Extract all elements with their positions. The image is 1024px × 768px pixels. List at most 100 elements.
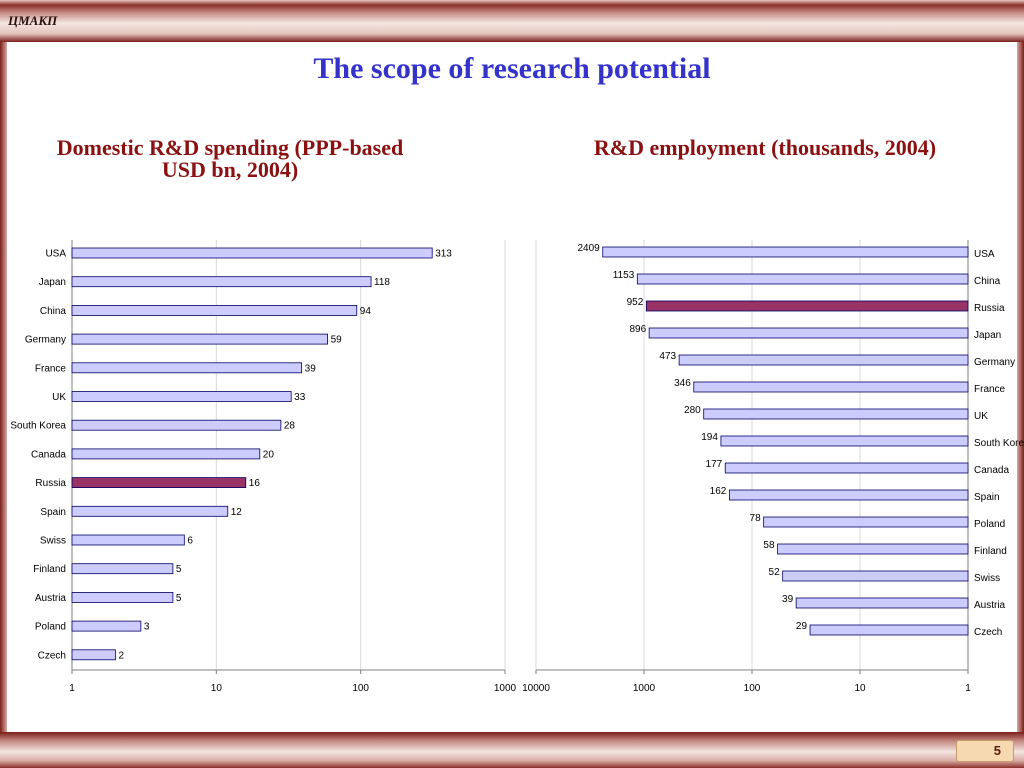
chart1-x-tick-label: 100 xyxy=(352,683,369,694)
chart2-value-label: 177 xyxy=(706,459,723,470)
chart1-value-label: 3 xyxy=(144,622,150,633)
chart1-bar-swiss xyxy=(71,534,185,546)
chart2-category-label: Canada xyxy=(974,465,1009,476)
chart2-category-label: Spain xyxy=(974,492,1000,503)
chart2-x-tick-label: 10000 xyxy=(522,683,550,694)
left-chart-title: Domestic R&D spending (PPP-based USD bn,… xyxy=(56,135,404,182)
chart1-value-label: 5 xyxy=(176,593,182,604)
chart1-x-tick-label: 1 xyxy=(69,683,75,694)
chart1-category-label: USA xyxy=(45,249,66,260)
chart2-category-label: South Korea xyxy=(974,438,1024,449)
chart2-category-label: China xyxy=(974,276,1001,287)
brand-logo-text: ЦМАКП xyxy=(8,13,58,28)
chart1-x-tick-label: 10 xyxy=(211,683,223,694)
footer-bar xyxy=(0,732,1024,768)
chart1-category-label: Swiss xyxy=(40,536,66,547)
chart1-category-label: Austria xyxy=(35,593,67,604)
chart2-bar-germany xyxy=(678,354,969,366)
chart1-category-label: Russia xyxy=(35,478,66,489)
chart1-bar-finland xyxy=(71,563,174,575)
chart2-bar-japan xyxy=(648,327,969,339)
chart1-category-label: Germany xyxy=(25,335,66,346)
chart2-value-label: 280 xyxy=(684,405,701,416)
chart2-value-label: 1153 xyxy=(613,270,635,281)
chart1-x-tick-label: 1000 xyxy=(494,683,517,694)
chart1-bar-france xyxy=(71,362,303,374)
chart2-bar-south-korea xyxy=(720,435,969,447)
chart2-x-tick-label: 100 xyxy=(744,683,761,694)
chart2-value-label: 896 xyxy=(629,324,646,335)
chart2-bar-spain xyxy=(728,489,969,501)
chart1-category-label: Spain xyxy=(40,507,66,518)
chart1-value-label: 39 xyxy=(305,363,317,374)
chart1-category-label: Canada xyxy=(31,449,66,460)
chart1-category-label: France xyxy=(35,363,67,374)
chart2-value-label: 29 xyxy=(796,621,808,632)
chart1-value-label: 33 xyxy=(294,392,306,403)
chart1-value-label: 94 xyxy=(360,306,372,317)
chart2-category-label: USA xyxy=(974,249,995,260)
header-bar: ЦМАКП xyxy=(0,0,1024,42)
chart2-category-label: Austria xyxy=(974,600,1006,611)
chart1-value-label: 6 xyxy=(187,536,193,547)
chart1-value-label: 20 xyxy=(263,449,275,460)
chart2-bar-france xyxy=(693,381,969,393)
chart1-value-label: 118 xyxy=(374,277,390,288)
chart1-value-label: 5 xyxy=(176,564,182,575)
chart2-bar-swiss xyxy=(782,570,969,582)
chart1-bar-germany xyxy=(71,333,328,345)
right-chart-title: R&D employment (thousands, 2004) xyxy=(593,135,937,160)
chart1-bar-spain xyxy=(71,505,229,517)
chart2-value-label: 952 xyxy=(627,297,644,308)
chart2-value-label: 52 xyxy=(769,567,781,578)
chart2-bar-russia xyxy=(645,300,969,312)
chart2-bar-uk xyxy=(703,408,969,420)
chart1-value-label: 16 xyxy=(249,478,261,489)
chart1-bar-poland xyxy=(71,620,142,632)
chart2-category-label: Japan xyxy=(974,330,1001,341)
chart2-value-label: 346 xyxy=(674,378,691,389)
chart2-category-label: Russia xyxy=(974,303,1005,314)
chart2-category-label: Poland xyxy=(974,519,1005,530)
page-number: 5 xyxy=(956,740,1014,762)
chart2-category-label: Czech xyxy=(974,627,1002,638)
chart1-category-label: Poland xyxy=(35,622,66,633)
chart1-value-label: 2 xyxy=(118,650,124,661)
chart2-bar-usa xyxy=(602,246,969,258)
chart2-value-label: 194 xyxy=(701,432,718,443)
chart2-x-tick-label: 1000 xyxy=(633,683,656,694)
chart1-bar-china xyxy=(71,304,358,316)
chart2-bar-finland xyxy=(777,543,969,555)
chart1-bar-austria xyxy=(71,592,174,603)
chart2-bar-china xyxy=(636,273,969,285)
chart2-category-label: Finland xyxy=(974,546,1007,557)
chart1-category-label: China xyxy=(40,306,67,317)
chart1-bar-russia xyxy=(71,477,247,489)
slide-title: The scope of research potential xyxy=(313,52,711,85)
chart2-value-label: 78 xyxy=(750,513,762,524)
chart1-value-label: 313 xyxy=(435,249,452,260)
chart1-category-label: Japan xyxy=(39,277,66,288)
left-frame xyxy=(0,42,7,732)
chart2-bar-canada xyxy=(724,462,969,474)
chart1-category-label: Czech xyxy=(38,650,66,661)
chart2-bar-poland xyxy=(763,516,969,528)
chart1-value-label: 59 xyxy=(331,335,343,346)
chart1-bar-czech xyxy=(71,649,116,661)
chart1-bar-uk xyxy=(71,391,292,402)
chart1-value-label: 28 xyxy=(284,421,296,432)
chart2-value-label: 162 xyxy=(710,486,727,497)
chart2-value-label: 58 xyxy=(763,540,775,551)
chart2-x-tick-label: 10 xyxy=(854,683,866,694)
chart2-value-label: 39 xyxy=(782,594,794,605)
chart1-bar-japan xyxy=(71,276,372,288)
chart2-category-label: UK xyxy=(974,411,988,422)
chart1-bar-canada xyxy=(71,448,261,460)
chart2-category-label: Germany xyxy=(974,357,1015,368)
chart2-value-label: 2409 xyxy=(578,243,601,254)
chart1-category-label: South Korea xyxy=(10,421,66,432)
chart1-category-label: Finland xyxy=(33,564,66,575)
chart2-x-tick-label: 1 xyxy=(965,683,971,694)
chart2-bar-austria xyxy=(795,597,969,609)
